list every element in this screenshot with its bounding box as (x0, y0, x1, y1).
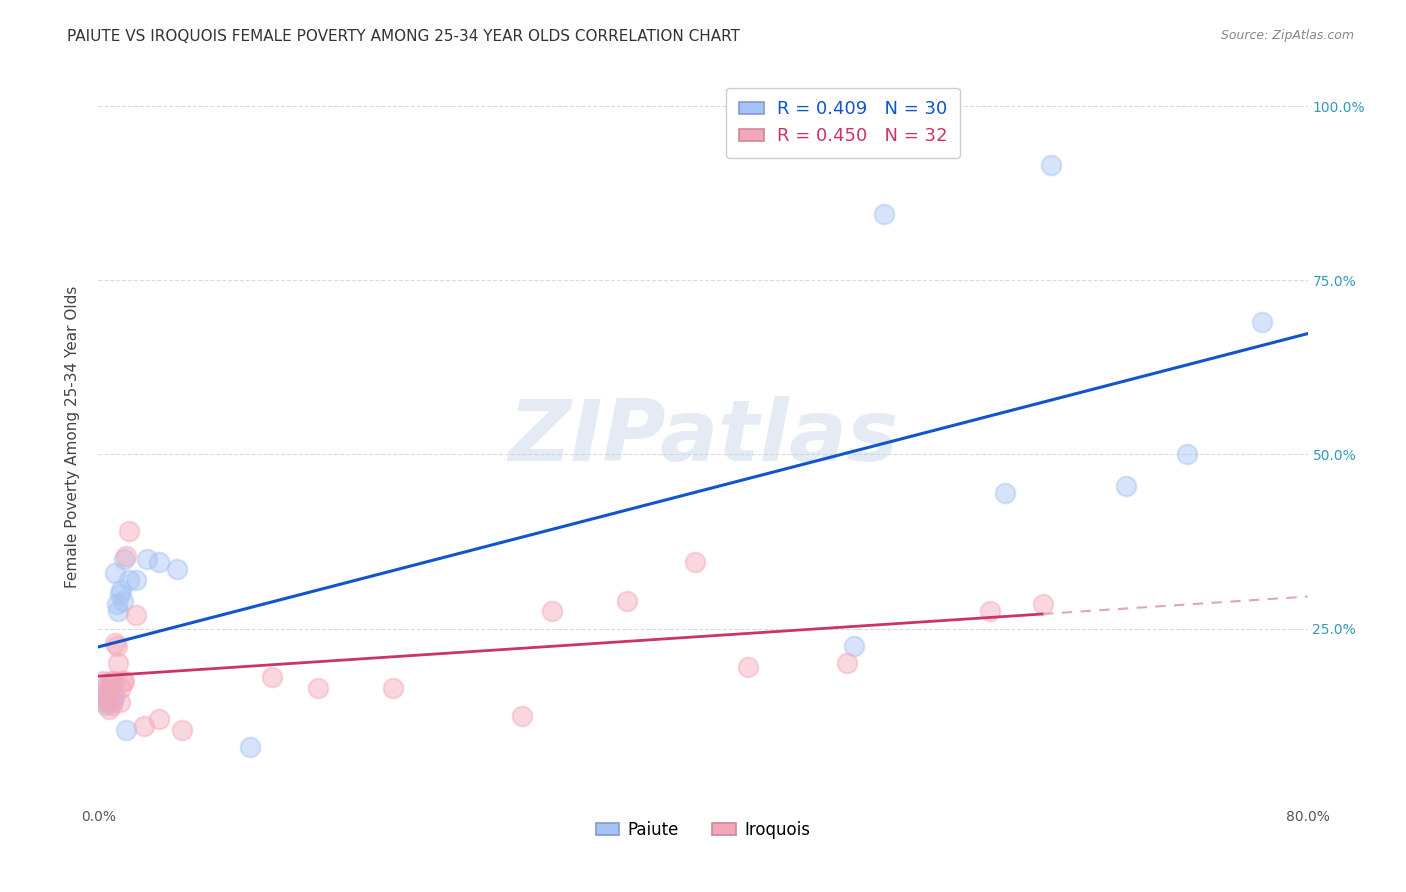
Point (104, 635, 127, 649)
Point (105, 597, 128, 611)
Point (1115, 479, 1137, 493)
Point (994, 485, 1017, 500)
Point (118, 573, 141, 587)
Point (1039, 158, 1062, 172)
Point (101, 698, 124, 713)
Point (98, 684, 121, 698)
Point (110, 583, 132, 598)
Point (114, 723, 136, 737)
Point (103, 673, 125, 688)
Point (110, 681, 132, 695)
Legend: Paiute, Iroquois: Paiute, Iroquois (589, 814, 817, 846)
Point (94, 695, 117, 709)
Point (101, 695, 124, 709)
Point (148, 712, 170, 726)
Point (91, 673, 114, 688)
Point (148, 556, 170, 570)
Point (262, 670, 284, 684)
Point (1032, 597, 1054, 611)
Point (103, 688, 125, 702)
Point (844, 639, 866, 653)
Point (170, 723, 193, 737)
Point (979, 604, 1001, 618)
Point (96, 695, 118, 709)
Point (132, 719, 155, 733)
Point (104, 566, 127, 580)
Point (91, 681, 114, 695)
Point (112, 552, 135, 566)
Point (685, 556, 707, 570)
Point (239, 740, 262, 755)
Point (96, 688, 118, 702)
Point (111, 673, 134, 688)
Point (540, 604, 562, 618)
Point (112, 673, 135, 688)
Point (125, 607, 148, 622)
Point (873, 207, 896, 221)
Point (835, 657, 858, 671)
Point (94, 698, 117, 713)
Point (111, 594, 134, 608)
Text: ZIPatlas: ZIPatlas (508, 395, 898, 479)
Point (737, 660, 759, 674)
Point (108, 587, 131, 601)
Point (166, 562, 188, 576)
Point (93, 684, 115, 698)
Point (105, 639, 128, 653)
Point (107, 657, 129, 671)
Y-axis label: Female Poverty Among 25-34 Year Olds: Female Poverty Among 25-34 Year Olds (65, 286, 80, 588)
Point (100, 677, 122, 691)
Text: Source: ZipAtlas.com: Source: ZipAtlas.com (1220, 29, 1354, 43)
Point (1251, 315, 1274, 329)
Point (93, 688, 115, 702)
Point (135, 552, 157, 566)
Point (510, 708, 533, 723)
Point (118, 524, 141, 538)
Point (107, 604, 129, 618)
Point (125, 573, 148, 587)
Point (103, 691, 125, 706)
Text: PAIUTE VS IROQUOIS FEMALE POVERTY AMONG 25-34 YEAR OLDS CORRELATION CHART: PAIUTE VS IROQUOIS FEMALE POVERTY AMONG … (67, 29, 741, 45)
Point (1175, 448, 1198, 462)
Point (100, 673, 122, 688)
Point (98, 702, 121, 716)
Point (616, 594, 638, 608)
Point (382, 681, 405, 695)
Point (114, 549, 136, 563)
Point (108, 695, 131, 709)
Point (307, 681, 329, 695)
